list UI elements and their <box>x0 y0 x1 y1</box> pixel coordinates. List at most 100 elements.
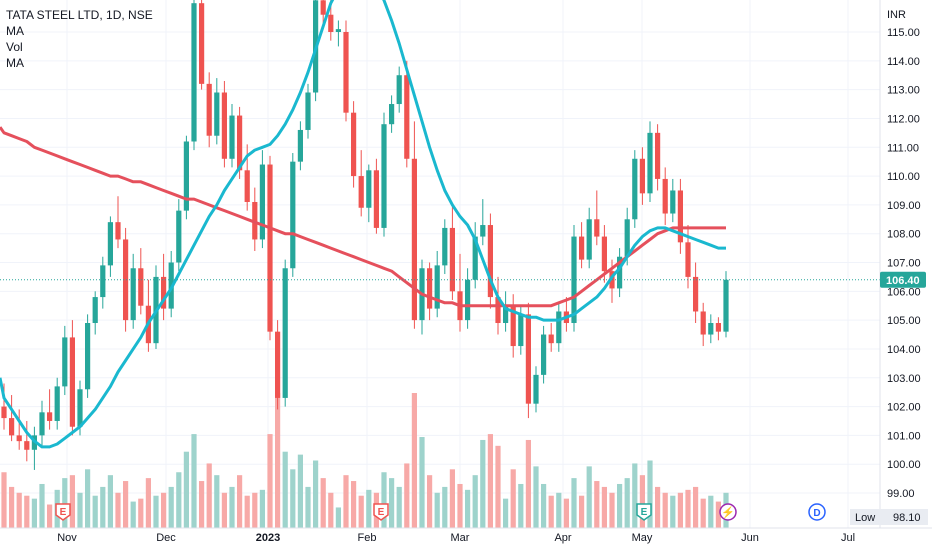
volume-bar <box>700 498 706 528</box>
candle-body <box>320 0 326 15</box>
volume-bar <box>586 466 592 528</box>
candle-body <box>351 112 357 177</box>
volume-bar <box>647 460 653 528</box>
candle-body <box>708 323 714 335</box>
x-tick-label: Nov <box>57 532 77 544</box>
volume-bar <box>62 478 68 528</box>
candle-body <box>229 115 235 159</box>
volume-bar <box>267 434 273 528</box>
candle <box>31 426 37 470</box>
volume-bar <box>693 486 699 528</box>
candle <box>54 377 60 430</box>
candle-body <box>221 92 227 159</box>
candle <box>366 164 372 223</box>
volume-bar <box>639 475 645 528</box>
candle-body <box>389 104 395 125</box>
grid-lines <box>0 0 880 528</box>
candle <box>434 250 440 318</box>
volume-bar <box>123 481 129 528</box>
candle <box>700 302 706 347</box>
volume-bar <box>510 469 516 528</box>
candle-body <box>715 323 721 332</box>
y-tick-label: 107.00 <box>887 258 921 270</box>
low-value-bg <box>890 509 928 525</box>
candle <box>541 325 547 384</box>
candle <box>107 216 113 277</box>
x-tick-label: Jun <box>741 532 759 544</box>
candle-body <box>617 256 623 289</box>
candle-body <box>24 441 30 450</box>
candle-body <box>328 14 334 32</box>
low-badge: Low 98.10 <box>850 509 928 525</box>
candle <box>381 112 387 237</box>
volume-bar <box>677 492 683 528</box>
candle-body <box>571 236 577 324</box>
candle <box>297 121 303 171</box>
volume-bar <box>320 478 326 528</box>
volume-bar <box>624 478 630 528</box>
volume-bar <box>47 504 53 528</box>
price-axis[interactable]: INR 115.00 114.00 113.00 112.00 111.00 110.00… <box>887 9 921 500</box>
last-price-badge: 106.40 <box>880 271 926 288</box>
indicator-volume[interactable]: Vol <box>6 40 23 54</box>
y-tick-label: 108.00 <box>887 229 921 241</box>
candle <box>457 253 463 332</box>
volume-bar <box>533 466 539 528</box>
event-marker-earnings[interactable]: E <box>55 503 71 521</box>
candle <box>586 207 592 269</box>
low-label: Low <box>855 512 875 524</box>
event-marker-earnings[interactable]: E <box>373 503 389 521</box>
candle-body <box>130 268 136 321</box>
volume-bar <box>518 483 524 528</box>
candle <box>617 248 623 298</box>
candle <box>214 78 220 145</box>
candle <box>305 83 311 139</box>
candle-body <box>9 418 15 436</box>
candle-body <box>396 75 402 105</box>
candle-body <box>624 219 630 257</box>
y-tick-label: 103.00 <box>887 373 921 385</box>
volume-bar <box>282 451 288 528</box>
event-marker-dividend[interactable]: D <box>808 503 826 521</box>
candle-body <box>366 170 372 208</box>
candle-body <box>373 170 379 228</box>
volume-bar <box>465 489 471 528</box>
candle-body <box>548 334 554 344</box>
symbol-title[interactable]: TATA STEEL LTD, 1D, NSE <box>6 8 153 22</box>
candle-body <box>525 314 531 404</box>
candle <box>320 0 326 24</box>
event-marker-split[interactable]: ⚡ <box>719 503 737 521</box>
candle-body <box>442 227 448 266</box>
time-axis[interactable]: Nov Dec 2023 Feb Mar Apr May Jun Jul <box>57 532 855 544</box>
candle <box>480 199 486 246</box>
candle <box>693 262 699 324</box>
candle-body <box>92 297 98 324</box>
indicator-ma-fast[interactable]: MA <box>6 24 24 38</box>
candle-body <box>503 305 509 324</box>
volume-bar <box>381 472 387 528</box>
volume-bar <box>396 486 402 528</box>
candle-body <box>601 236 607 272</box>
volume-bar <box>427 475 433 528</box>
volume-bar <box>548 495 554 528</box>
y-tick-label: 105.00 <box>887 315 921 327</box>
candle-body <box>594 219 600 237</box>
volume-bars <box>1 393 729 528</box>
event-marker-earnings-future[interactable]: E <box>636 503 652 521</box>
y-tick-label: 102.00 <box>887 402 921 414</box>
candle <box>69 320 75 436</box>
candle-body <box>183 141 189 211</box>
candle <box>708 314 714 344</box>
candle <box>389 95 395 133</box>
indicator-ma-slow[interactable]: MA <box>6 56 24 70</box>
candle-body <box>305 92 311 130</box>
volume-bar <box>9 486 15 528</box>
candle <box>183 135 189 220</box>
volume-bar <box>389 478 395 528</box>
candle <box>677 178 683 254</box>
y-tick-label: 115.00 <box>887 27 920 39</box>
volume-bar <box>503 498 509 528</box>
candle-body <box>69 337 75 427</box>
candle-body <box>693 276 699 312</box>
